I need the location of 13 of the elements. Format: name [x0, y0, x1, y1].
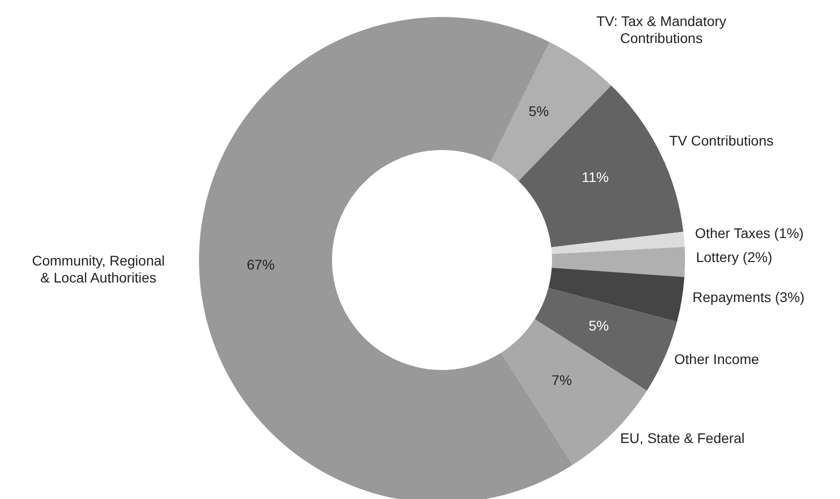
slice-label: Lottery (2%) — [696, 249, 772, 266]
data-label: 11% — [582, 168, 609, 185]
data-label: 7% — [552, 372, 572, 388]
slice-label: EU, State & Federal — [620, 430, 745, 446]
slice-label: TV Contributions — [669, 132, 774, 148]
slice-label: Repayments (3%) — [692, 289, 805, 306]
slice-label: Other Taxes (1%) — [695, 224, 804, 241]
slice-label: Other Income — [674, 350, 760, 367]
data-label: 67% — [246, 256, 275, 273]
data-label: 5% — [528, 102, 549, 119]
slice-label: TV: Tax & Mandatory Contributions — [596, 12, 726, 46]
data-label: 5% — [588, 318, 609, 334]
slice-label: Community, Regional & Local Authorities — [32, 252, 165, 286]
